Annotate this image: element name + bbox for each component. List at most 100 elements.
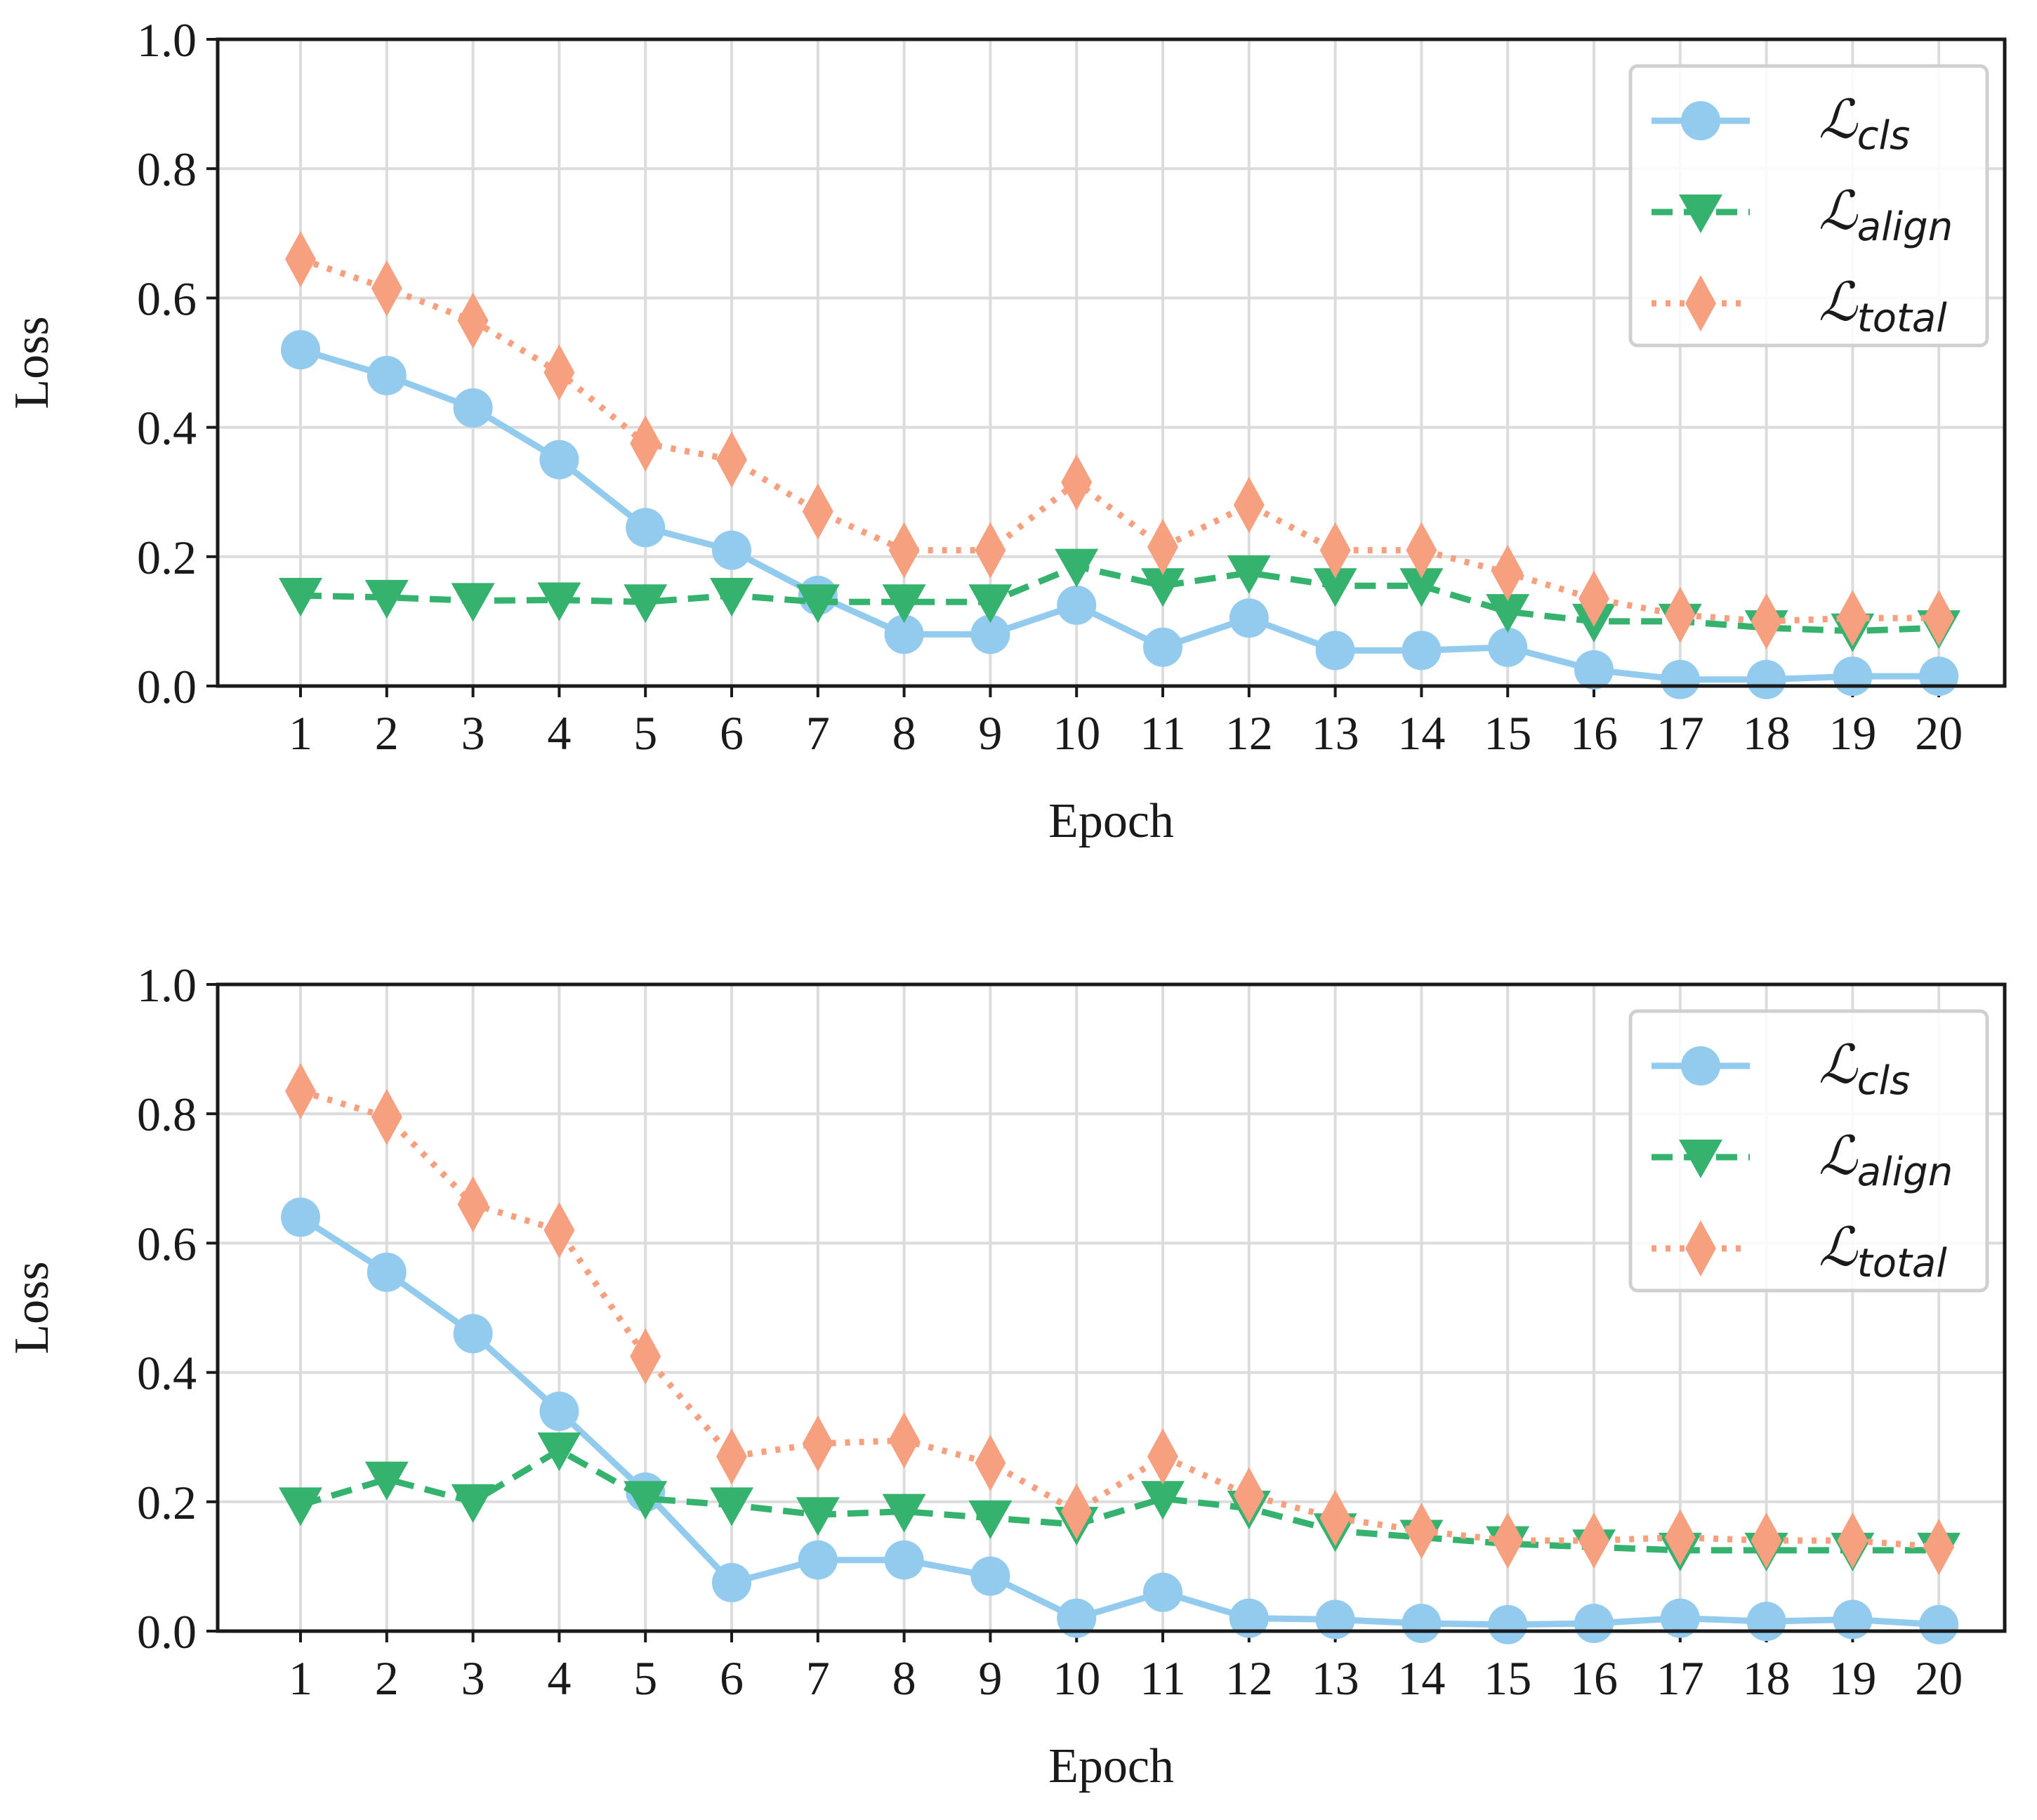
data-point-cls	[884, 614, 924, 654]
data-point-total	[1751, 1512, 1782, 1569]
data-point-cls	[970, 1556, 1010, 1596]
x-tick-label: 5	[633, 1651, 657, 1705]
data-point-cls	[1746, 1602, 1786, 1642]
data-point-total	[371, 1088, 402, 1145]
data-point-cls	[1143, 1572, 1182, 1612]
x-tick-label: 2	[375, 706, 399, 760]
y-axis-title: Loss	[5, 316, 59, 409]
data-point-cls	[884, 1540, 924, 1580]
data-point-total	[1837, 590, 1868, 647]
x-tick-label: 7	[806, 706, 830, 760]
data-point-align	[279, 578, 322, 617]
data-point-cls	[1833, 1600, 1873, 1640]
data-point-cls	[1660, 1598, 1700, 1638]
legend-subscript: align	[1857, 204, 1953, 250]
data-point-total	[716, 1428, 747, 1485]
series-line-align	[299, 1446, 1939, 1554]
legend-marker	[1681, 101, 1720, 140]
x-tick-label: 1	[289, 706, 312, 760]
x-tick-label: 9	[978, 1651, 1002, 1705]
x-tick-label: 1	[289, 1651, 312, 1705]
data-point-cls	[1833, 657, 1873, 697]
data-point-total	[975, 522, 1006, 579]
x-tick-label: 20	[1915, 706, 1963, 760]
data-point-total	[888, 522, 920, 579]
data-point-align	[364, 1461, 409, 1501]
legend-marker	[1679, 1140, 1722, 1178]
x-tick-label: 11	[1140, 706, 1185, 760]
data-point-total	[1664, 586, 1696, 643]
x-tick-label: 17	[1656, 1651, 1704, 1705]
x-tick-label: 18	[1743, 706, 1791, 760]
x-tick-label: 6	[720, 706, 744, 760]
legend-box	[1628, 64, 1989, 348]
x-tick-label: 18	[1743, 1651, 1791, 1705]
x-tick-label: 13	[1312, 706, 1359, 760]
x-tick-label: 11	[1140, 1651, 1185, 1705]
data-point-cls	[281, 1197, 320, 1237]
y-tick-label: 0.6	[137, 272, 197, 325]
data-point-align	[1141, 568, 1185, 607]
data-point-cls	[1574, 1603, 1614, 1643]
series-line-total	[299, 1088, 1939, 1550]
legend-subscript: total	[1857, 1241, 1947, 1286]
x-tick-label: 15	[1484, 706, 1531, 760]
legend-symbol: ℒ	[1819, 88, 1859, 150]
x-tick-label: 19	[1828, 1651, 1876, 1705]
data-point-cls	[367, 355, 407, 395]
x-tick-label: 8	[892, 1651, 916, 1705]
legend-label: ℒtotal	[1819, 270, 1947, 341]
data-point-align	[537, 582, 581, 621]
data-point-cls	[1315, 1600, 1355, 1640]
x-tick-label: 5	[633, 706, 657, 760]
data-point-align	[968, 584, 1013, 624]
data-point-cls	[712, 1562, 751, 1602]
y-tick-label: 0.4	[137, 1347, 197, 1400]
legend-symbol: ℒ	[1819, 1033, 1859, 1095]
y-tick-label: 0.2	[137, 1476, 197, 1529]
bottom-x-axis: 1 2 3 4 5 6 7 8 9 10 11 12 13 14 15 16 17 18 19 20	[289, 1631, 1963, 1705]
legend-subscript: total	[1857, 296, 1947, 341]
legend-symbol: ℒ	[1819, 179, 1859, 242]
data-point-total	[1406, 522, 1437, 579]
data-point-align	[451, 1484, 495, 1523]
x-tick-label: 7	[806, 1651, 830, 1705]
data-point-align	[624, 1481, 668, 1520]
data-point-total	[1751, 593, 1782, 649]
x-axis-title: Epoch	[1048, 1739, 1174, 1793]
top-series-cls	[281, 330, 1959, 699]
data-point-total	[1319, 522, 1351, 579]
x-tick-label: 10	[1053, 1651, 1100, 1705]
data-point-cls	[1574, 649, 1614, 690]
y-tick-label: 0.8	[137, 143, 197, 196]
data-point-cls	[1919, 657, 1959, 697]
legend-subscript: cls	[1857, 1058, 1911, 1104]
legend-entry-cls: ℒcls	[1652, 1033, 1910, 1104]
x-tick-label: 2	[375, 1651, 399, 1705]
data-point-cls	[1229, 598, 1269, 638]
data-point-align	[1227, 555, 1271, 594]
bottom-series-total	[285, 1062, 1955, 1576]
data-point-cls	[539, 1391, 579, 1431]
x-tick-label: 12	[1225, 706, 1273, 760]
top-series-total	[285, 231, 1955, 649]
data-point-cls	[1919, 1604, 1959, 1644]
data-point-align	[1055, 548, 1099, 588]
x-tick-label: 14	[1397, 706, 1445, 760]
data-point-cls	[1746, 659, 1786, 699]
bottom-y-axis: 0.0 0.2 0.4 0.6 0.8 1.0	[137, 958, 218, 1659]
legend-label: ℒcls	[1819, 88, 1910, 159]
data-point-cls	[1488, 1604, 1528, 1644]
data-point-cls	[798, 1540, 838, 1580]
legend-symbol: ℒ	[1819, 1124, 1859, 1187]
data-point-total	[1492, 1512, 1524, 1569]
top-x-axis: 1 2 3 4 5 6 7 8 9 10 11 12 13 14 15 16 17 18 19 20	[289, 686, 1963, 760]
data-point-total	[1061, 1483, 1093, 1540]
x-tick-label: 20	[1915, 1651, 1963, 1705]
data-point-cls	[367, 1252, 407, 1292]
y-tick-label: 0.2	[137, 531, 197, 584]
top-y-axis: 0.0 0.2 0.4 0.6 0.8 1.0	[137, 13, 218, 713]
legend-marker	[1685, 275, 1716, 331]
y-tick-label: 0.8	[137, 1088, 197, 1141]
